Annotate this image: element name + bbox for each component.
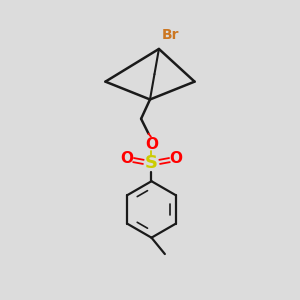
Text: O: O [169,152,182,166]
Text: O: O [121,152,134,166]
Text: O: O [145,136,158,152]
Text: Br: Br [162,28,179,42]
Text: S: S [145,154,158,172]
